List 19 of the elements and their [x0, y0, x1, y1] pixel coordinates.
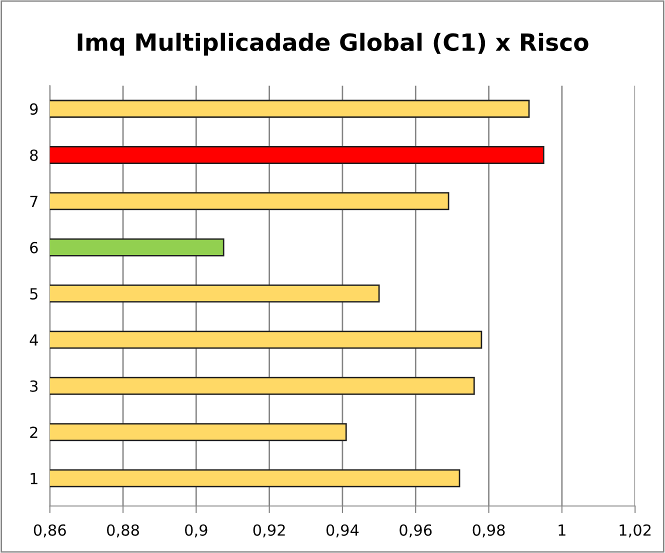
y-tick-label: 6: [30, 242, 38, 254]
y-tick-label: 4: [30, 334, 38, 346]
x-tick-label: 0,88: [107, 524, 139, 538]
x-tick-label: 0,98: [472, 524, 505, 538]
y-tick-label: 9: [30, 103, 38, 115]
x-tick-label: 1,02: [620, 524, 651, 538]
x-tick-label: 0,86: [34, 524, 66, 538]
x-tick-label: 0,9: [185, 524, 208, 538]
y-tick-label: 8: [30, 149, 38, 162]
x-tick-label: 1: [558, 524, 566, 536]
y-tick-label: 7: [30, 196, 38, 207]
y-tick-label: 2: [30, 426, 38, 438]
y-tick-label: 5: [30, 288, 38, 300]
y-tick-label: 1: [30, 472, 38, 484]
x-tick-label: 0,96: [400, 524, 432, 538]
y-tick-label: 3: [30, 380, 38, 392]
x-tick-label: 0,92: [253, 524, 285, 538]
chart-title: Imq Multiplicadade Global (C1) x Risco: [78, 32, 588, 56]
x-tick-label: 0,94: [326, 524, 359, 538]
